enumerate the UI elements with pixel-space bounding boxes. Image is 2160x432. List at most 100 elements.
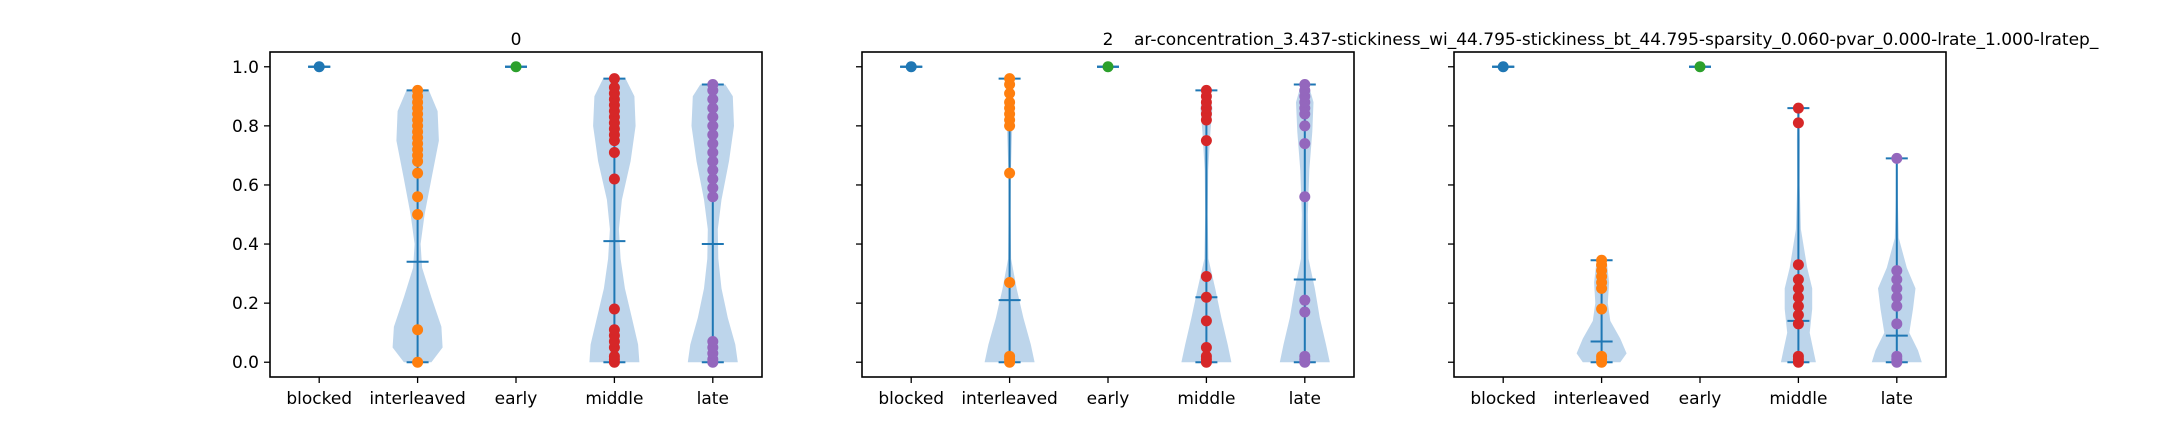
data-point-middle — [1792, 300, 1804, 312]
data-point-interleaved — [1596, 254, 1608, 266]
data-point-interleaved — [412, 209, 424, 220]
data-point-middle — [1792, 102, 1804, 114]
y-tick-label: 0.8 — [232, 117, 259, 137]
data-point-middle — [1200, 271, 1212, 283]
data-point-early — [510, 61, 522, 73]
data-point-middle — [1792, 282, 1804, 294]
data-point-middle — [608, 81, 620, 93]
data-point-late — [707, 182, 719, 194]
data-point-late — [707, 146, 719, 158]
data-point-middle — [608, 173, 620, 185]
data-point-early — [1102, 61, 1114, 73]
data-point-interleaved — [1596, 350, 1608, 362]
data-point-late — [707, 120, 719, 132]
x-tick-label-early: early — [1679, 389, 1722, 409]
y-tick-label: 0.2 — [232, 294, 259, 314]
data-point-middle — [608, 303, 620, 315]
data-point-late — [1891, 300, 1903, 312]
x-tick-label-middle: middle — [1177, 389, 1235, 409]
data-point-late — [1891, 350, 1903, 362]
data-point-late — [1891, 152, 1903, 164]
x-tick-label-early: early — [495, 389, 538, 409]
data-point-middle — [608, 73, 620, 85]
x-tick-label-blocked: blocked — [878, 389, 944, 409]
data-point-late — [707, 191, 719, 203]
data-point-late — [707, 79, 719, 90]
data-point-middle — [1200, 350, 1212, 362]
subplot-1: 2 blocked interleaved early middle late — [856, 30, 1355, 409]
x-tick-label-middle: middle — [585, 389, 643, 409]
data-point-late — [1299, 306, 1311, 318]
data-point-late — [707, 173, 719, 185]
y-tick-label: 1.0 — [232, 58, 259, 78]
data-point-late — [1891, 318, 1903, 330]
subplots: 0 0.0 0.2 0.4 0.6 0.8 1.0 blocked interleaved ear… — [232, 30, 1947, 409]
data-point-middle — [1792, 309, 1804, 321]
y-tick-label: 0.0 — [232, 353, 259, 373]
figure-suptitle: ar-concentration_3.437-stickiness_wi_44.… — [1134, 30, 2099, 50]
data-point-late — [1891, 274, 1903, 285]
data-point-middle — [1200, 291, 1212, 303]
x-tick-label-interleaved: interleaved — [961, 389, 1058, 409]
data-point-interleaved — [1004, 87, 1016, 99]
data-point-late — [1891, 265, 1903, 277]
x-tick-label-late: late — [1881, 389, 1913, 409]
data-point-middle — [1792, 117, 1804, 129]
data-point-interleaved — [1004, 350, 1016, 362]
data-point-middle — [608, 146, 620, 158]
axes-frame — [269, 51, 763, 378]
data-point-late — [707, 111, 719, 123]
y-tick-label: 0.6 — [232, 176, 259, 196]
data-point-interleaved — [412, 167, 424, 179]
data-point-blocked — [1497, 61, 1509, 73]
data-point-late — [1299, 350, 1311, 362]
data-point-late — [1891, 282, 1903, 294]
data-point-interleaved — [412, 356, 424, 368]
data-point-middle — [608, 350, 620, 362]
data-point-late — [1299, 294, 1311, 306]
x-tick-label-blocked: blocked — [286, 389, 352, 409]
data-point-interleaved — [1004, 73, 1016, 85]
x-tick-label-blocked: blocked — [1470, 389, 1536, 409]
data-point-late — [707, 93, 719, 105]
x-tick-label-interleaved: interleaved — [1553, 389, 1650, 409]
data-point-interleaved — [412, 84, 424, 96]
data-point-blocked — [905, 61, 917, 73]
x-tick-label-interleaved: interleaved — [369, 389, 466, 409]
axes-frame — [861, 51, 1355, 378]
data-point-middle — [1792, 291, 1804, 303]
data-point-early — [1694, 61, 1706, 73]
data-point-middle — [1792, 259, 1804, 271]
data-point-middle — [1200, 341, 1212, 353]
data-point-middle — [1792, 350, 1804, 362]
data-point-late — [707, 102, 719, 114]
data-point-late — [707, 155, 719, 167]
data-point-interleaved — [1004, 96, 1016, 108]
x-tick-label-middle: middle — [1769, 389, 1827, 409]
subplot-title: 2 — [1103, 30, 1114, 50]
data-point-middle — [1200, 135, 1212, 147]
x-tick-label-late: late — [697, 389, 729, 409]
data-point-interleaved — [1596, 303, 1608, 315]
data-point-interleaved — [412, 191, 424, 203]
x-tick-label-late: late — [1289, 389, 1321, 409]
data-point-middle — [1792, 318, 1804, 330]
y-tick-label: 0.4 — [232, 235, 259, 255]
data-point-middle — [608, 324, 620, 336]
subplot-0: 0 0.0 0.2 0.4 0.6 0.8 1.0 blocked interleaved ear… — [232, 30, 763, 409]
data-point-late — [1299, 138, 1311, 150]
data-point-blocked — [313, 61, 325, 73]
data-point-middle — [1200, 84, 1212, 96]
x-tick-label-early: early — [1087, 389, 1130, 409]
data-point-late — [707, 164, 719, 176]
data-point-middle — [1200, 315, 1212, 327]
data-point-late — [707, 138, 719, 150]
data-point-late — [1299, 120, 1311, 132]
data-point-middle — [1792, 274, 1804, 285]
data-point-late — [1299, 191, 1311, 203]
data-point-interleaved — [1004, 167, 1016, 179]
axes-frame — [1453, 51, 1947, 378]
data-point-late — [1891, 291, 1903, 303]
data-point-late — [707, 336, 719, 348]
